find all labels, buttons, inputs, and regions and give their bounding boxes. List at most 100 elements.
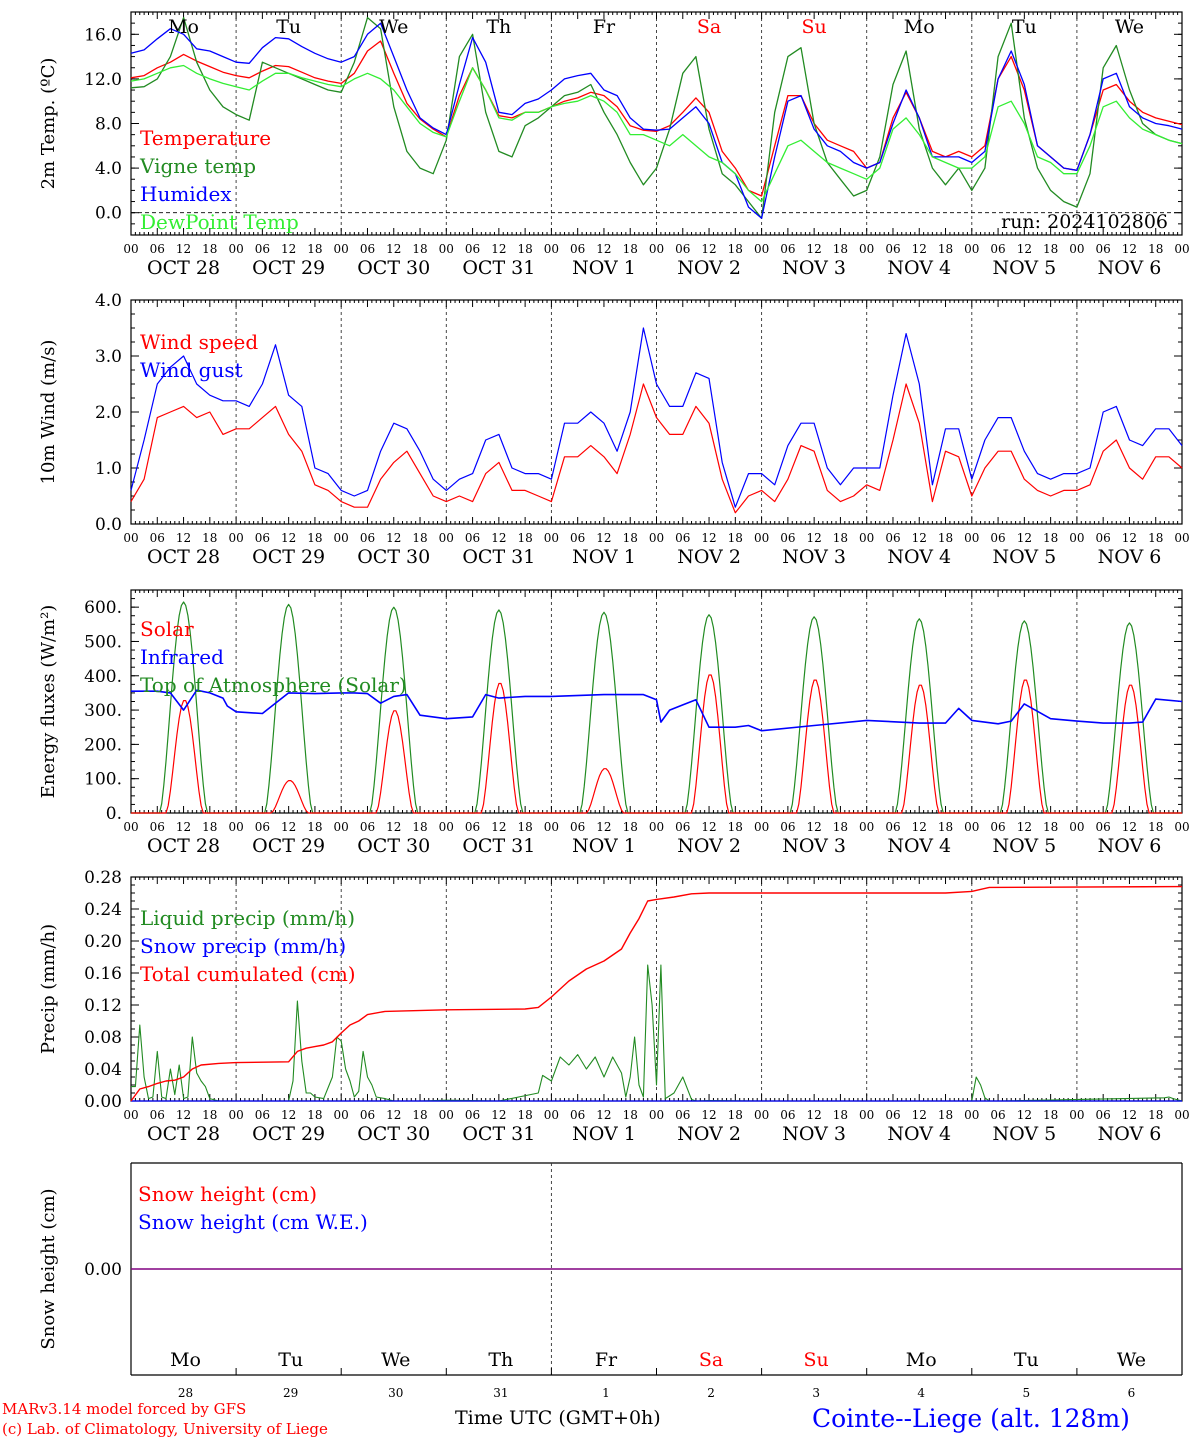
hour-tick-label: 18 xyxy=(938,242,953,256)
hour-tick-label: 12 xyxy=(1017,531,1032,545)
hour-tick-label: 18 xyxy=(833,242,848,256)
day-label: NOV 1 xyxy=(572,1123,636,1145)
hour-tick-label: 06 xyxy=(675,1108,690,1122)
hour-tick-label: 06 xyxy=(255,242,270,256)
legend-entry: Top of Atmosphere (Solar) xyxy=(140,673,407,697)
hour-tick-label: 18 xyxy=(202,242,217,256)
hour-tick-label: 12 xyxy=(1122,820,1137,834)
day-label: NOV 4 xyxy=(887,257,951,279)
hour-tick-label: 18 xyxy=(938,531,953,545)
hour-tick-label: 00 xyxy=(1069,531,1084,545)
day-label: OCT 31 xyxy=(462,257,535,279)
hour-tick-label: 00 xyxy=(1069,820,1084,834)
day-label: NOV 6 xyxy=(1098,546,1162,568)
day-label: NOV 4 xyxy=(887,835,951,857)
hour-tick-label: 06 xyxy=(1096,1108,1111,1122)
hour-tick-label: 18 xyxy=(1043,531,1058,545)
hour-tick-label: 18 xyxy=(1148,1108,1163,1122)
hour-tick-label: 00 xyxy=(649,242,664,256)
hour-tick-label: 12 xyxy=(176,1108,191,1122)
day-label: NOV 3 xyxy=(782,257,846,279)
station-label: Cointe--Liege (alt. 128m) xyxy=(812,1404,1130,1433)
weekday-label: Tu xyxy=(1012,16,1037,38)
y-tick-label: 8.0 xyxy=(95,115,122,135)
day-number-label: 28 xyxy=(178,1386,193,1400)
day-label: NOV 6 xyxy=(1098,835,1162,857)
hour-tick-label: 06 xyxy=(255,531,270,545)
day-label: OCT 31 xyxy=(462,546,535,568)
day-label: NOV 4 xyxy=(887,546,951,568)
hour-tick-label: 18 xyxy=(1148,531,1163,545)
hour-tick-label: 06 xyxy=(150,531,165,545)
hour-tick-label: 12 xyxy=(807,820,822,834)
hour-tick-label: 06 xyxy=(360,531,375,545)
hour-tick-label: 18 xyxy=(517,1108,532,1122)
hour-tick-label: 12 xyxy=(281,820,296,834)
hour-tick-label: 12 xyxy=(386,820,401,834)
series-line-red xyxy=(131,674,1182,814)
hour-tick-label: 06 xyxy=(1096,820,1111,834)
hour-tick-label: 18 xyxy=(728,820,743,834)
hour-tick-label: 12 xyxy=(1017,1108,1032,1122)
hour-tick-label: 18 xyxy=(307,1108,322,1122)
day-label: NOV 2 xyxy=(677,257,741,279)
hour-tick-label: 12 xyxy=(281,531,296,545)
y-tick-label: 400. xyxy=(84,667,122,687)
day-number-label: 29 xyxy=(283,1386,298,1400)
day-label: NOV 4 xyxy=(887,1123,951,1145)
hour-tick-label: 06 xyxy=(780,1108,795,1122)
day-label: NOV 3 xyxy=(782,546,846,568)
hour-tick-label: 06 xyxy=(675,820,690,834)
y-tick-label: 1.0 xyxy=(95,459,122,479)
hour-tick-label: 12 xyxy=(596,242,611,256)
day-label: OCT 28 xyxy=(147,257,220,279)
hour-tick-label: 12 xyxy=(1017,820,1032,834)
hour-tick-label: 18 xyxy=(728,1108,743,1122)
hour-tick-label: 12 xyxy=(281,1108,296,1122)
day-number-label: 4 xyxy=(917,1386,925,1400)
day-label: OCT 30 xyxy=(357,835,430,857)
hour-tick-label: 18 xyxy=(623,820,638,834)
hour-tick-label: 00 xyxy=(544,820,559,834)
weekday-label: We xyxy=(1115,16,1144,38)
hour-tick-label: 06 xyxy=(885,820,900,834)
day-label: NOV 5 xyxy=(992,546,1056,568)
series-line-blue xyxy=(130,22,1183,219)
y-tick-label: 2.0 xyxy=(95,403,122,423)
y-tick-label: 0.28 xyxy=(84,868,122,888)
day-label: OCT 29 xyxy=(252,546,325,568)
y-tick-label: 0.04 xyxy=(84,1060,122,1080)
hour-tick-label: 18 xyxy=(833,1108,848,1122)
hour-tick-label: 06 xyxy=(150,820,165,834)
hour-tick-label: 06 xyxy=(150,1108,165,1122)
hour-tick-label: 06 xyxy=(360,820,375,834)
run-label: run: 2024102806 xyxy=(1001,211,1168,233)
day-number-label: 6 xyxy=(1128,1386,1136,1400)
legend-entry: Vigne temp xyxy=(139,154,256,178)
hour-tick-label: 06 xyxy=(780,820,795,834)
hour-tick-label: 00 xyxy=(439,1108,454,1122)
hour-tick-label: 12 xyxy=(807,531,822,545)
y-axis-label: 10m Wind (m/s) xyxy=(38,340,59,485)
day-label: NOV 6 xyxy=(1098,257,1162,279)
y-tick-label: 4.0 xyxy=(95,159,122,179)
y-tick-label: 200. xyxy=(84,735,122,755)
hour-tick-label: 06 xyxy=(990,531,1005,545)
hour-tick-label: 00 xyxy=(439,242,454,256)
hour-tick-label: 00 xyxy=(228,1108,243,1122)
hour-tick-label: 12 xyxy=(1122,531,1137,545)
hour-tick-label: 00 xyxy=(439,820,454,834)
day-number-label: 30 xyxy=(388,1386,403,1400)
hour-tick-label: 18 xyxy=(728,531,743,545)
hour-tick-label: 00 xyxy=(754,531,769,545)
day-label: OCT 29 xyxy=(252,1123,325,1145)
hour-tick-label: 00 xyxy=(123,1108,138,1122)
hour-tick-label: 12 xyxy=(701,531,716,545)
x-axis-label: Time UTC (GMT+0h) xyxy=(455,1407,661,1429)
hour-tick-label: 18 xyxy=(1148,820,1163,834)
hour-tick-label: 06 xyxy=(465,820,480,834)
hour-tick-label: 00 xyxy=(964,1108,979,1122)
hour-tick-label: 00 xyxy=(123,531,138,545)
hour-tick-label: 00 xyxy=(1174,1108,1189,1122)
